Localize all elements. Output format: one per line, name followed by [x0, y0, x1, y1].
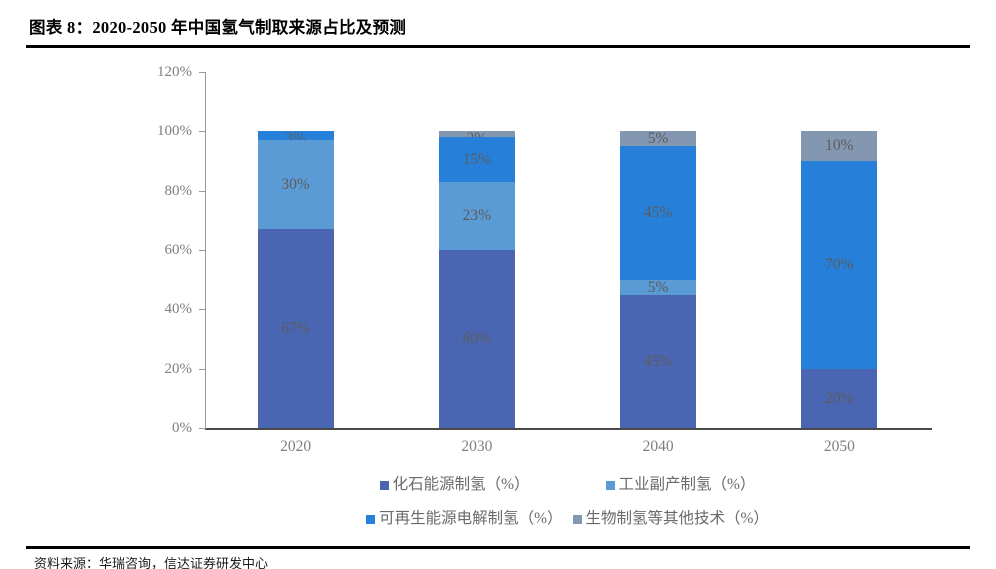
y-axis-tick-label: 0%: [172, 420, 192, 436]
bar-segment[interactable]: 3%: [257, 131, 334, 146]
chart-canvas: 0%20%40%60%80%100%120% 3%30%67%2%15%23%6…: [26, 50, 970, 544]
bar-column[interactable]: 10% 70% 20%: [801, 131, 878, 428]
bar-value-label: 70%: [825, 256, 854, 274]
bar-segment[interactable]: 67%: [257, 229, 334, 428]
y-axis-tick-label: 40%: [164, 301, 193, 318]
y-axis-tick: [199, 72, 206, 73]
legend-swatch-icon: [605, 480, 615, 490]
bar-segment[interactable]: 23%: [438, 181, 515, 250]
figure-title-block: 图表 8：2020-2050 年中国氢气制取来源占比及预测: [0, 0, 996, 50]
legend-label: 工业副产制氢（%）: [618, 476, 756, 494]
bar-column[interactable]: 3% 30% 67%: [257, 131, 334, 428]
bar-segment[interactable]: 60%: [438, 250, 515, 428]
legend-row-2: 可再生能源电解制氢（%） 生物制氢等其他技术（%）: [205, 502, 930, 536]
x-axis-tick-label: 2030: [461, 438, 493, 455]
legend-label: 生物制氢等其他技术（%）: [585, 510, 769, 528]
bar-value-label: 67%: [281, 319, 310, 337]
x-axis-tick-label: 2020: [280, 438, 312, 455]
y-axis-tick-label: 80%: [164, 182, 193, 199]
bar-value-label: 45%: [643, 352, 673, 370]
x-axis-line: [205, 428, 932, 430]
bar-value-label: 20%: [825, 389, 854, 407]
bar-segment[interactable]: 45%: [620, 146, 697, 280]
legend-label: 化石能源制氢（%）: [392, 476, 530, 494]
bar-value-label: 10%: [825, 137, 854, 155]
bar-column[interactable]: 2%15%23%60%: [438, 131, 515, 428]
bar-column[interactable]: 5% 45% 5% 45%: [620, 130, 697, 428]
legend-swatch-icon: [366, 514, 376, 524]
bar-value-label: 5%: [647, 278, 669, 296]
y-axis-tick: [199, 250, 206, 251]
bar-segment[interactable]: 10%: [801, 131, 878, 162]
bar-segment[interactable]: 5%: [620, 130, 697, 148]
bar-segment[interactable]: 20%: [801, 368, 878, 428]
bar-value-label: 23%: [462, 207, 492, 225]
legend-swatch-icon: [572, 514, 582, 524]
bar-segment[interactable]: 15%: [438, 137, 515, 182]
legend-row-1: 化石能源制氢（%） 工业副产制氢（%）: [205, 468, 930, 502]
bar-value-label: 45%: [643, 204, 673, 222]
bar-value-label: 60%: [462, 330, 492, 348]
y-axis-tick: [199, 368, 206, 370]
legend-item-3[interactable]: 生物制氢等其他技术（%）: [572, 510, 769, 528]
legend-item-0[interactable]: 化石能源制氢（%）: [379, 476, 530, 494]
title-divider: [26, 45, 970, 48]
bar-value-label: 15%: [462, 150, 492, 168]
legend-label: 可再生能源电解制氢（%）: [379, 510, 563, 528]
legend-item-2[interactable]: 可再生能源电解制氢（%）: [366, 510, 563, 528]
chart-legend: 化石能源制氢（%） 工业副产制氢（%） 可再生能源电解制氢（%） 生物制氢等其他…: [205, 468, 930, 536]
x-axis-tick-label: 2050: [823, 438, 855, 455]
bar-value-label: 5%: [647, 130, 669, 148]
y-axis-tick: [199, 190, 206, 192]
y-axis-tick: [199, 428, 206, 429]
source-note: 资料来源：华瑞咨询，信达证券研发中心: [34, 556, 269, 569]
bar-value-label: 30%: [281, 175, 310, 193]
footer-divider: [26, 546, 970, 549]
y-axis-tick-label: 60%: [164, 242, 193, 258]
y-axis-tick-label: 120%: [157, 64, 192, 80]
y-axis-tick-label: 100%: [157, 123, 192, 140]
bar-segment[interactable]: 70%: [801, 161, 878, 369]
bar-segment[interactable]: 5%: [620, 278, 697, 296]
legend-item-1[interactable]: 工业副产制氢（%）: [605, 476, 756, 494]
plot-area: 3%30%67%2%15%23%60%5%45%5%45%10%70%20%: [205, 72, 930, 428]
y-axis-tick-label: 20%: [164, 360, 193, 377]
legend-swatch-icon: [379, 480, 389, 490]
page-title: 图表 8：2020-2050 年中国氢气制取来源占比及预测: [29, 18, 407, 37]
bar-segment[interactable]: 30%: [257, 140, 334, 230]
bar-segment[interactable]: 45%: [620, 294, 697, 428]
y-axis-tick: [199, 131, 206, 133]
y-axis-tick: [199, 309, 206, 311]
x-axis-tick-label: 2040: [642, 438, 674, 455]
